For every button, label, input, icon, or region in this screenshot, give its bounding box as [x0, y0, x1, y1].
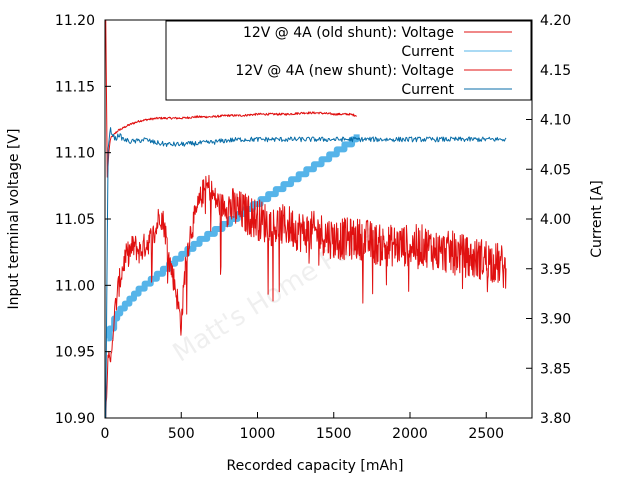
y-axis-left: 10.90 10.95 11.00 11.05 11.10 11.15 11.20 [55, 13, 111, 427]
y2-tick-label: 3.80 [540, 411, 571, 427]
y2-tick-label: 3.95 [540, 262, 571, 278]
x-tick-label: 1500 [316, 426, 352, 442]
x-tick-label: 500 [168, 426, 195, 442]
legend-entry-new-current-label: Current [401, 82, 454, 98]
old-shunt-current-line [106, 134, 360, 342]
legend-entry-old-current-label: Current [401, 44, 454, 60]
y2-tick-label: 4.15 [540, 63, 571, 79]
new-shunt-current-line [105, 127, 507, 418]
x-tick-label: 2000 [392, 426, 428, 442]
x-tick-label: 1000 [240, 426, 276, 442]
y-tick-label: 10.90 [55, 411, 95, 427]
new-shunt-voltage-line [105, 174, 507, 418]
y2-tick-label: 4.05 [540, 162, 571, 178]
legend: 12V @ 4A (old shunt): Voltage Current 12V … [165, 20, 532, 101]
y2-tick-label: 3.90 [540, 312, 571, 328]
x-axis-title: Recorded capacity [mAh] [227, 458, 404, 474]
y2-axis-title: Current [A] [589, 180, 605, 258]
x-tick-label: 2500 [468, 426, 504, 442]
y-tick-label: 11.00 [55, 278, 95, 294]
legend-entry-new-voltage-label: 12V @ 4A (new shunt): Voltage [235, 63, 454, 79]
old-shunt-voltage-line [105, 20, 357, 178]
y-tick-label: 11.05 [55, 212, 95, 228]
y2-tick-label: 4.20 [540, 13, 571, 29]
y2-tick-label: 3.85 [540, 361, 571, 377]
legend-entry-old-voltage-label: 12V @ 4A (old shunt): Voltage [243, 25, 454, 41]
series-layer [105, 20, 507, 418]
y-axis-right: 3.80 3.85 3.90 3.95 4.00 4.05 4.10 4.15 4.20 [526, 13, 571, 427]
y-tick-label: 11.20 [55, 13, 95, 29]
y-tick-label: 11.10 [55, 146, 95, 162]
y2-tick-label: 4.10 [540, 113, 571, 129]
x-tick-label: 0 [101, 426, 110, 442]
y-tick-label: 10.95 [55, 345, 95, 361]
legend-box [165, 20, 532, 101]
y-axis-title: Input terminal voltage [V] [6, 129, 22, 310]
y2-tick-label: 4.00 [540, 212, 571, 228]
y-tick-label: 11.15 [55, 79, 95, 95]
